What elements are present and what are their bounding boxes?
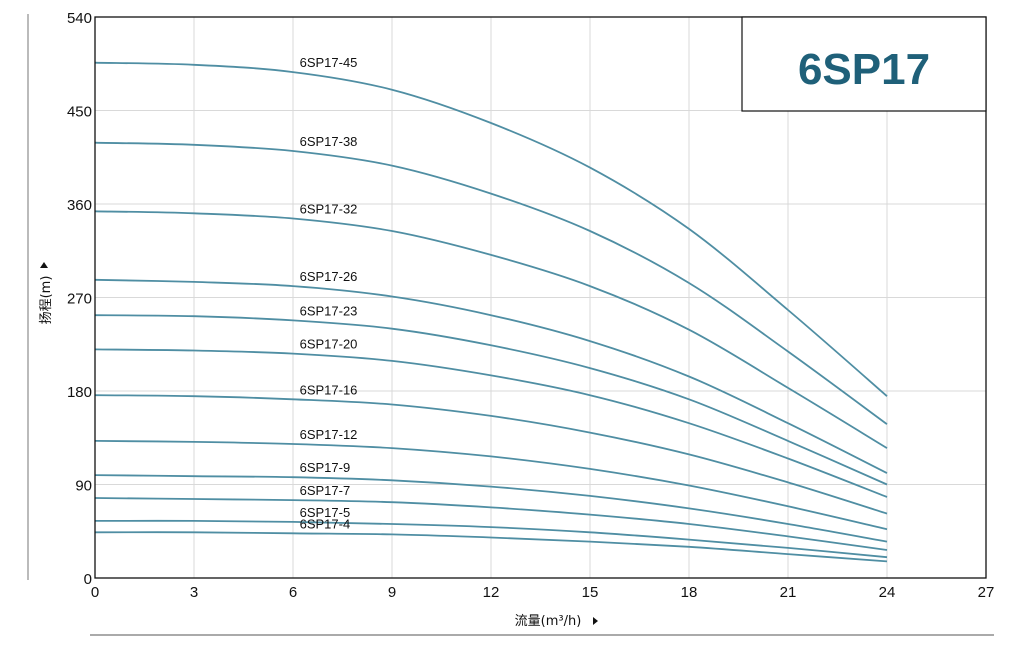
- series-label-6SP17-5: 6SP17-5: [300, 505, 351, 520]
- x-tick-labels: 0 3 6 9 12 15 18 21 24 27: [91, 584, 995, 601]
- series-label-6SP17-45: 6SP17-45: [300, 55, 358, 70]
- series-line-6SP17-5: [94, 519, 888, 559]
- y-tick-label: 90: [75, 478, 92, 495]
- series-label-6SP17-12: 6SP17-12: [300, 427, 358, 442]
- series-line-6SP17-9: [94, 474, 888, 543]
- y-tick-label: 0: [84, 571, 92, 588]
- series-label-6SP17-26: 6SP17-26: [300, 269, 358, 284]
- series-label-6SP17-9: 6SP17-9: [300, 460, 351, 475]
- y-tick-label: 270: [67, 291, 92, 308]
- x-tick-label: 15: [582, 584, 599, 601]
- x-tick-label: 3: [190, 584, 198, 601]
- series-line-6SP17-4: [94, 531, 888, 563]
- series-line-6SP17-38: [94, 141, 888, 425]
- series-label-6SP17-16: 6SP17-16: [300, 382, 358, 397]
- x-tick-label: 0: [91, 584, 99, 601]
- y-tick-labels: 0 90 180 270 360 450 540: [67, 10, 92, 588]
- series-label-6SP17-7: 6SP17-7: [300, 483, 351, 498]
- series-line-6SP17-7: [94, 497, 888, 551]
- x-tick-label: 18: [681, 584, 698, 601]
- model-title: 6SP17: [798, 45, 930, 94]
- curves: [94, 61, 888, 563]
- plot-frame: [94, 16, 987, 579]
- series-line-6SP17-12: [94, 440, 888, 531]
- x-axis-title: 流量(m³/h): [515, 614, 582, 629]
- y-tick-label: 450: [67, 104, 92, 121]
- x-tick-label: 9: [388, 584, 396, 601]
- series-line-6SP17-16: [94, 394, 888, 515]
- series-label-6SP17-38: 6SP17-38: [300, 134, 358, 149]
- x-tick-label: 24: [879, 584, 896, 601]
- x-tick-label: 27: [978, 584, 995, 601]
- x-axis-arrow-icon: [593, 617, 598, 625]
- x-tick-label: 6: [289, 584, 297, 601]
- series-line-6SP17-23: [94, 314, 888, 486]
- curve-labels: 6SP17-45 6SP17-38 6SP17-32 6SP17-26 6SP17-23…: [300, 55, 358, 531]
- series-line-6SP17-32: [94, 210, 888, 449]
- series-label-6SP17-32: 6SP17-32: [300, 202, 358, 217]
- x-tick-label: 21: [780, 584, 797, 601]
- series-label-6SP17-23: 6SP17-23: [300, 303, 358, 318]
- model-title-box: [741, 16, 987, 112]
- series-label-6SP17-4: 6SP17-4: [300, 516, 351, 531]
- y-axis-title: 扬程(m): [39, 276, 54, 325]
- y-tick-label: 180: [67, 384, 92, 401]
- series-line-6SP17-20: [94, 348, 888, 498]
- y-axis-arrow-icon: [40, 262, 48, 268]
- series-label-6SP17-20: 6SP17-20: [300, 337, 358, 352]
- y-tick-label: 360: [67, 197, 92, 214]
- series-line-6SP17-26: [94, 278, 888, 474]
- x-tick-label: 12: [483, 584, 500, 601]
- y-tick-label: 540: [67, 10, 92, 27]
- series-line-6SP17-45: [94, 61, 888, 397]
